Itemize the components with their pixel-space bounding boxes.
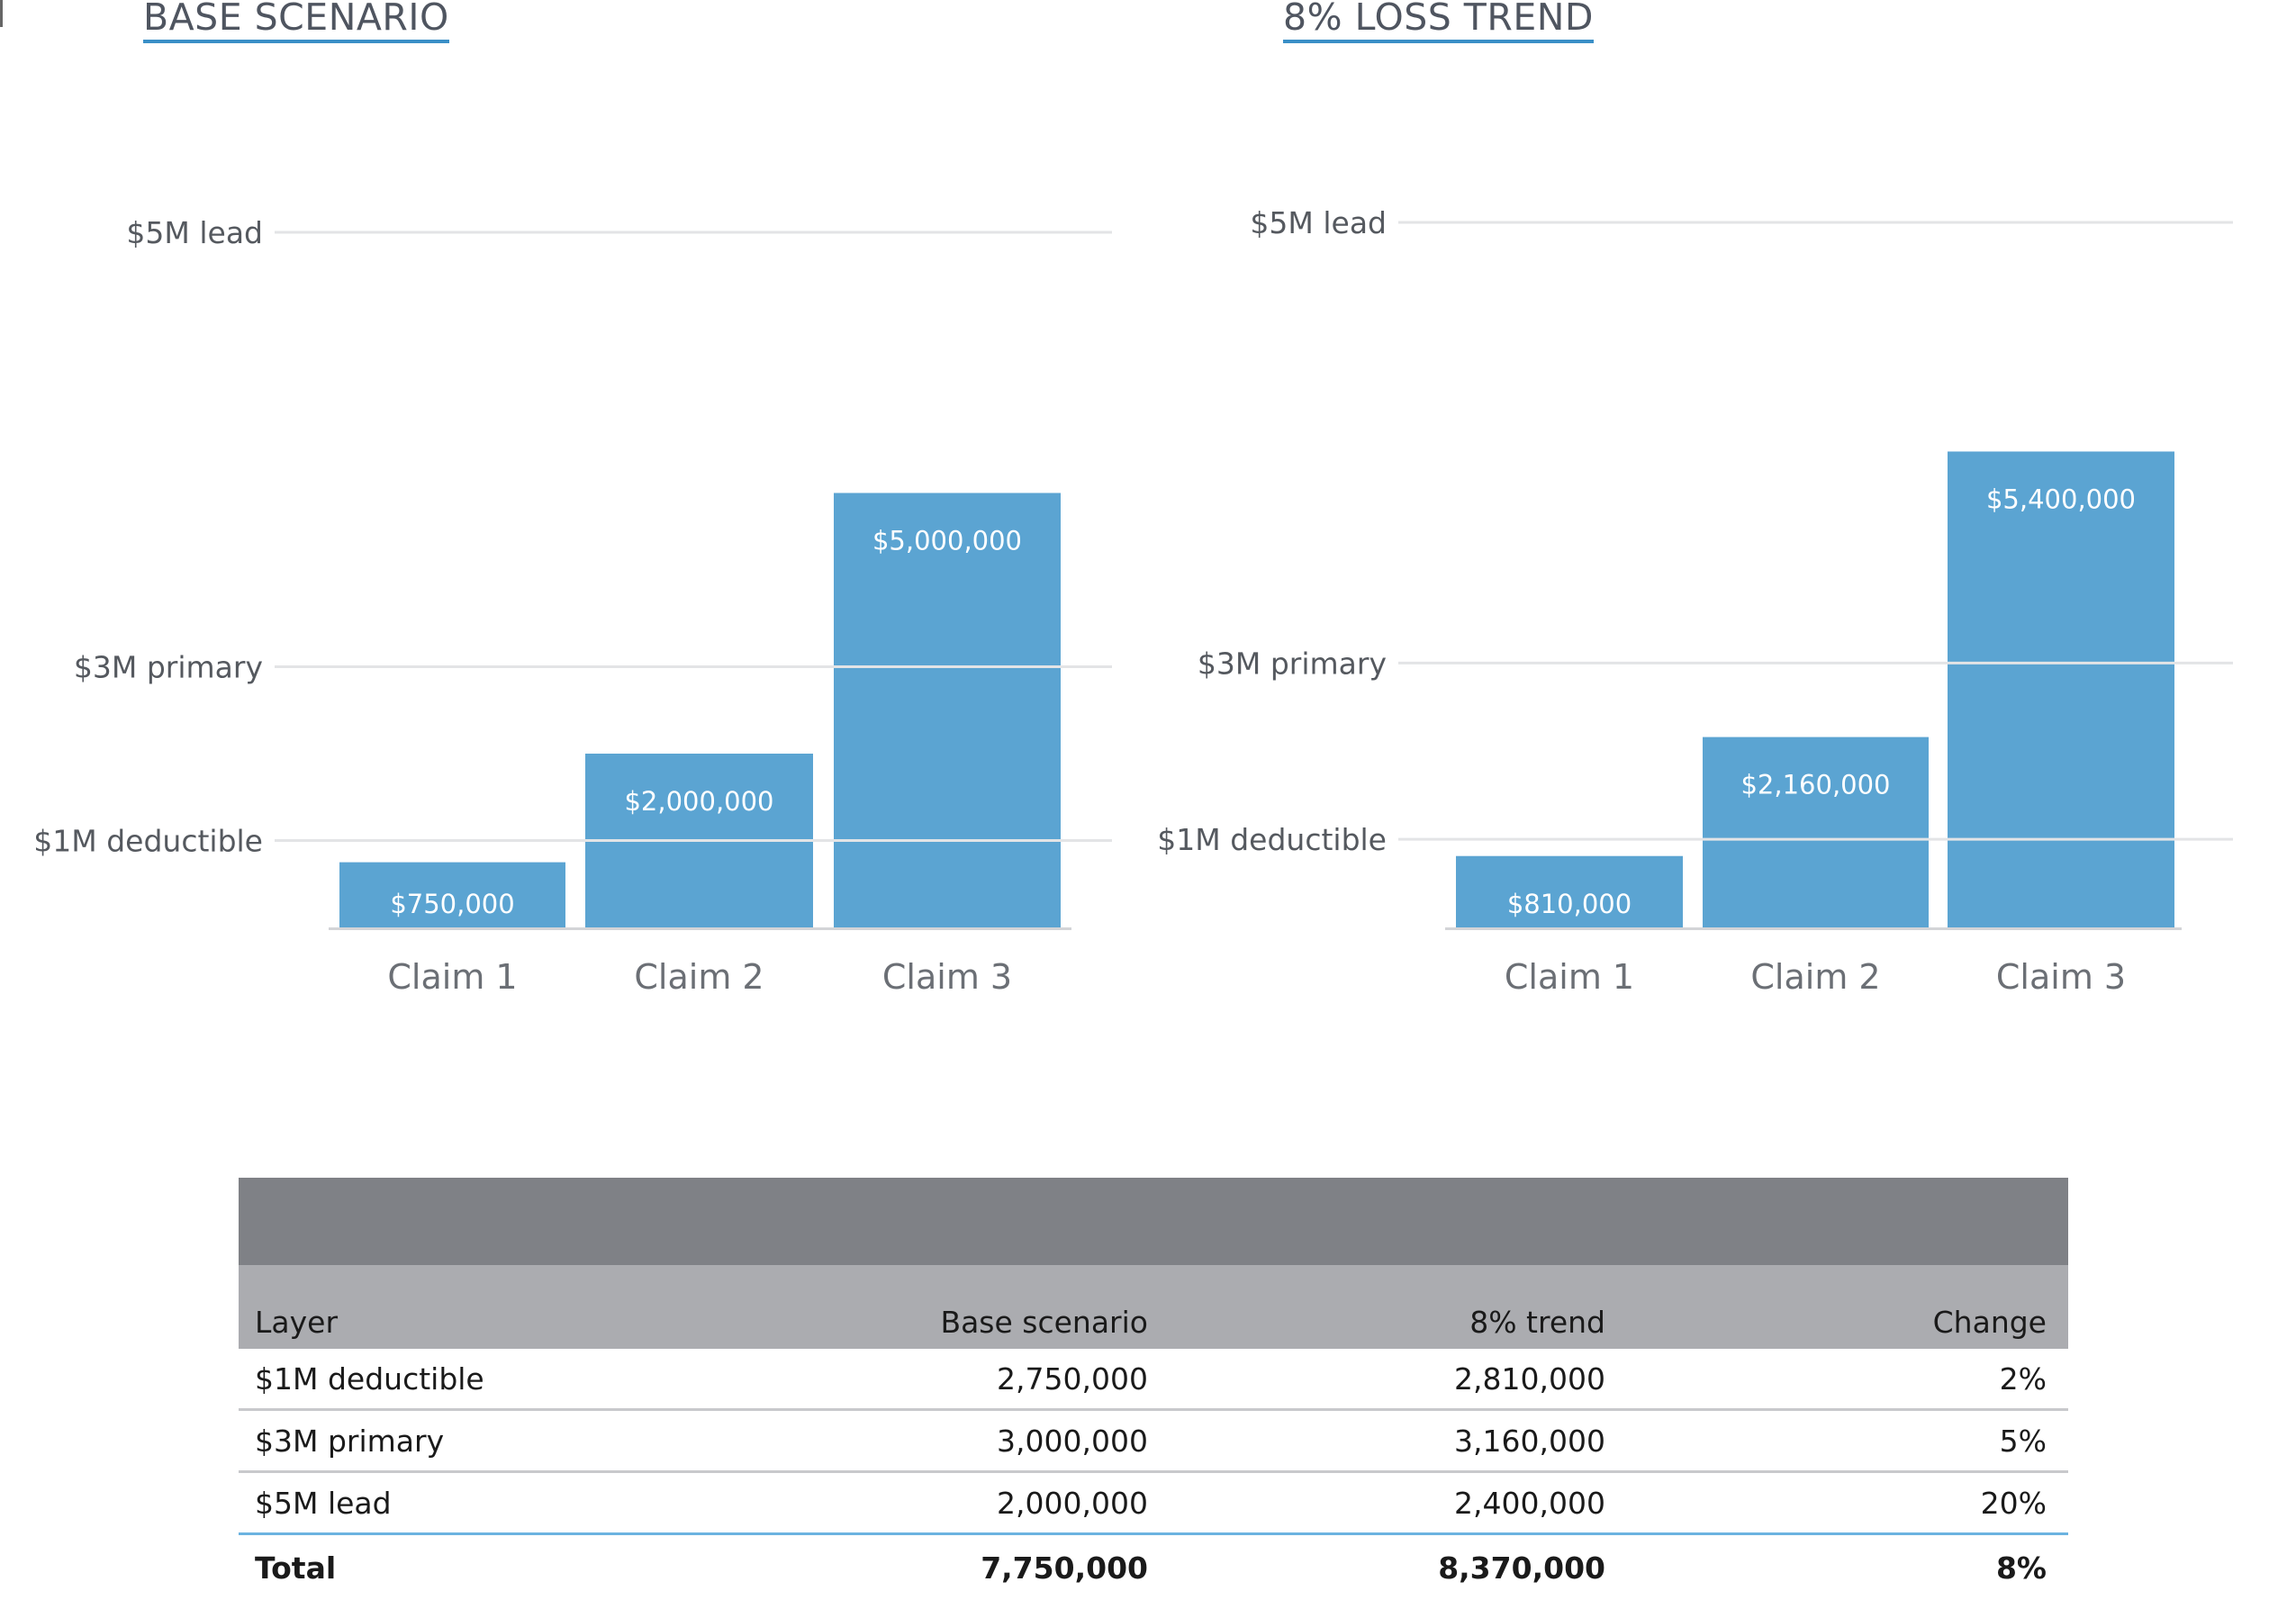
table-header-row: Layer Base scenario 8% trend Change xyxy=(239,1265,2068,1349)
reference-line-label: $1M deductible xyxy=(1157,822,1387,857)
layer-comparison-table: Layer Base scenario 8% trend Change $1M … xyxy=(239,1178,2068,1600)
reference-line-label: $1M deductible xyxy=(33,824,263,859)
row-layer: $1M deductible xyxy=(255,1360,484,1397)
total-base: 7,750,000 xyxy=(981,1550,1148,1586)
total-label: Total xyxy=(255,1550,337,1586)
table-total-row: Total 7,750,000 8,370,000 8% xyxy=(239,1535,2068,1600)
bar-value-label: $2,160,000 xyxy=(1740,770,1890,800)
loss-trend-panel: 8% LOSS TREND $1M deductible $3M primary $… xyxy=(1148,0,2296,1035)
x-tick-label: Claim 1 xyxy=(1505,957,1634,997)
header-trend: 8% trend xyxy=(1469,1305,1605,1340)
row-trend: 2,400,000 xyxy=(1454,1485,1605,1521)
loss-trend-chart: $1M deductible $3M primary $5M lead $810,00… xyxy=(1157,205,2233,997)
row-base: 2,750,000 xyxy=(997,1360,1148,1397)
chart-title: 8% LOSS TREND xyxy=(1283,0,1594,43)
bar-value-label: $810,000 xyxy=(1507,889,1632,919)
x-tick-label: Claim 3 xyxy=(882,957,1012,997)
row-layer: $3M primary xyxy=(255,1423,445,1459)
bar xyxy=(834,493,1061,927)
corner-mark xyxy=(0,0,3,27)
table-row: $3M primary 3,000,000 3,160,000 5% xyxy=(239,1411,2068,1473)
row-change: 20% xyxy=(1980,1485,2047,1521)
x-tick-label: Claim 2 xyxy=(1750,957,1880,997)
reference-line-label: $5M lead xyxy=(126,215,263,250)
bar xyxy=(339,862,565,927)
row-change: 5% xyxy=(1999,1423,2047,1459)
row-trend: 3,160,000 xyxy=(1454,1423,1605,1459)
header-change: Change xyxy=(1932,1305,2047,1340)
header-base-scenario: Base scenario xyxy=(940,1305,1148,1340)
bar xyxy=(1456,855,1683,927)
chart-title: BASE SCENARIO xyxy=(143,0,449,43)
table-banner xyxy=(239,1178,2068,1265)
row-layer: $5M lead xyxy=(255,1485,392,1521)
bar xyxy=(1703,737,1929,927)
row-change: 2% xyxy=(1999,1360,2047,1397)
header-layer: Layer xyxy=(255,1305,339,1340)
x-tick-label: Claim 1 xyxy=(387,957,517,997)
table-row: $5M lead 2,000,000 2,400,000 20% xyxy=(239,1473,2068,1535)
reference-line-label: $3M primary xyxy=(74,650,263,685)
bar-value-label: $750,000 xyxy=(390,889,514,919)
total-trend: 8,370,000 xyxy=(1438,1550,1605,1586)
reference-line-label: $3M primary xyxy=(1198,646,1387,681)
bar-value-label: $5,000,000 xyxy=(872,526,1022,556)
bar-value-label: $5,400,000 xyxy=(1986,484,2136,514)
total-change: 8% xyxy=(1995,1550,2047,1586)
row-trend: 2,810,000 xyxy=(1454,1360,1605,1397)
base-scenario-chart: $1M deductible $3M primary $5M lead $750,00… xyxy=(33,215,1112,997)
row-base: 2,000,000 xyxy=(997,1485,1148,1521)
x-tick-label: Claim 3 xyxy=(1996,957,2126,997)
bar xyxy=(1948,451,2174,928)
table-row: $1M deductible 2,750,000 2,810,000 2% xyxy=(239,1349,2068,1411)
bar-value-label: $2,000,000 xyxy=(624,786,773,817)
base-scenario-panel: BASE SCENARIO $1M deductible $3M primary $… xyxy=(0,0,1148,1035)
row-base: 3,000,000 xyxy=(997,1423,1148,1459)
reference-line-label: $5M lead xyxy=(1250,205,1387,240)
x-tick-label: Claim 2 xyxy=(634,957,764,997)
